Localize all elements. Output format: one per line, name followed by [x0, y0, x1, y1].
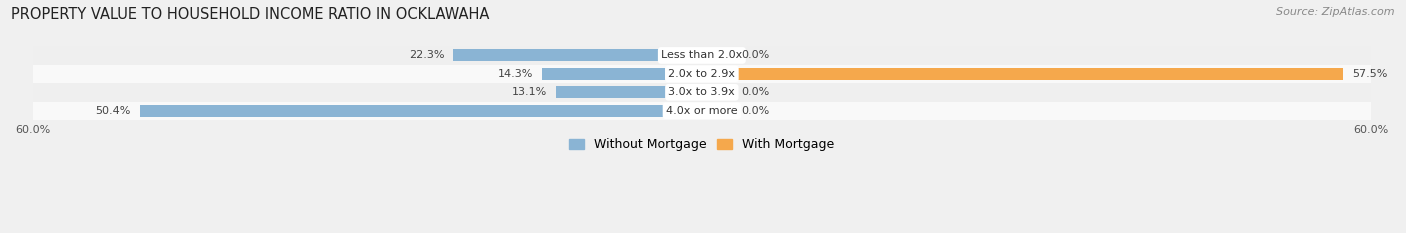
Bar	[139, 105, 702, 117]
Text: 57.5%: 57.5%	[1353, 69, 1388, 79]
Bar	[543, 68, 702, 80]
Bar	[555, 86, 702, 98]
Bar	[32, 83, 1371, 102]
Legend: Without Mortgage, With Mortgage: Without Mortgage, With Mortgage	[564, 133, 839, 156]
Text: 4.0x or more: 4.0x or more	[666, 106, 738, 116]
Text: PROPERTY VALUE TO HOUSEHOLD INCOME RATIO IN OCKLAWAHA: PROPERTY VALUE TO HOUSEHOLD INCOME RATIO…	[11, 7, 489, 22]
Bar	[453, 49, 702, 62]
Text: 0.0%: 0.0%	[741, 106, 769, 116]
Bar	[32, 102, 1371, 120]
Text: 2.0x to 2.9x: 2.0x to 2.9x	[668, 69, 735, 79]
Text: 50.4%: 50.4%	[96, 106, 131, 116]
Text: 22.3%: 22.3%	[409, 50, 444, 60]
Text: 14.3%: 14.3%	[498, 69, 533, 79]
Text: 0.0%: 0.0%	[741, 50, 769, 60]
Text: 13.1%: 13.1%	[512, 87, 547, 97]
Text: Source: ZipAtlas.com: Source: ZipAtlas.com	[1277, 7, 1395, 17]
Text: 3.0x to 3.9x: 3.0x to 3.9x	[668, 87, 735, 97]
Text: Less than 2.0x: Less than 2.0x	[661, 50, 742, 60]
Bar	[32, 65, 1371, 83]
Bar	[32, 46, 1371, 65]
Bar	[702, 68, 1343, 80]
Text: 0.0%: 0.0%	[741, 87, 769, 97]
